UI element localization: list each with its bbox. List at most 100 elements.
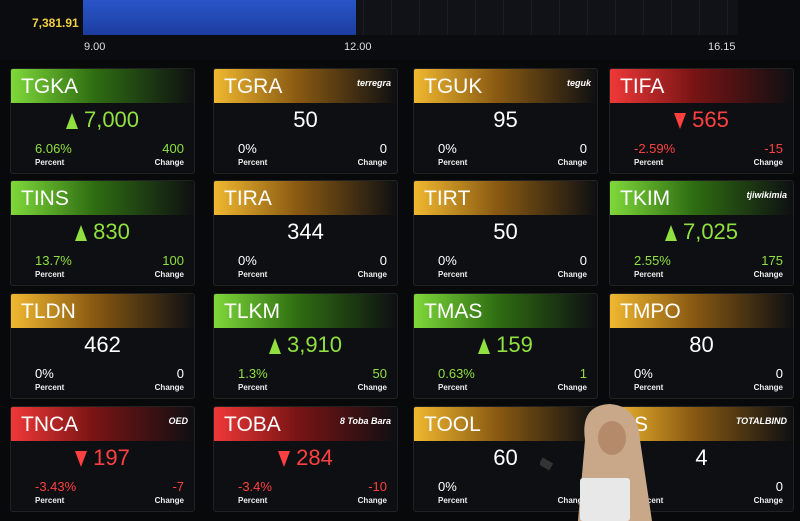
stock-code: TGKA <box>21 75 79 98</box>
percent-label: Percent <box>438 158 468 167</box>
stock-code: TLKM <box>224 300 281 323</box>
down-arrow <box>75 451 88 468</box>
time-label: 16.15 <box>708 41 736 53</box>
stock-tile: TGKA 7,000 6.06% 400 Percent Change <box>10 68 195 174</box>
stock-price: 3,910 <box>214 332 397 358</box>
value-change: 0 <box>579 253 587 268</box>
price-value: 95 <box>493 107 518 132</box>
percent-label: Percent <box>634 158 664 167</box>
stock-price: 344 <box>214 219 397 245</box>
price-value: 462 <box>84 332 121 357</box>
price-value: 284 <box>296 445 333 470</box>
price-value: 80 <box>689 332 714 357</box>
stock-tile: TNCA OED 197 -3.43% -7 Percent Change <box>10 406 195 512</box>
stock-code: TIFA <box>620 75 665 98</box>
value-change: -15 <box>764 141 783 156</box>
company-logo: terregra <box>356 78 391 88</box>
stock-code: TINS <box>21 187 69 210</box>
tile-header <box>610 407 793 441</box>
percent-change: 0% <box>438 141 457 156</box>
stock-code: TIRA <box>224 187 272 210</box>
tile-header <box>414 69 597 103</box>
stock-price: 565 <box>610 107 793 133</box>
price-value: 830 <box>93 219 130 244</box>
tile-header <box>214 181 397 215</box>
stock-tile: TLKM 3,910 1.3% 50 Percent Change <box>213 293 398 399</box>
down-arrow <box>278 451 291 468</box>
percent-change: 0% <box>438 253 457 268</box>
price-value: 7,000 <box>83 107 140 132</box>
stock-tile: TGUK teguk 95 0% 0 Percent Change <box>413 68 598 174</box>
price-value: 50 <box>493 219 518 244</box>
percent-change: -3.4% <box>238 479 272 494</box>
price-value: 344 <box>287 219 324 244</box>
tile-header <box>214 69 397 103</box>
value-change: -7 <box>172 479 184 494</box>
stock-price: 159 <box>414 332 597 358</box>
percent-label: Percent <box>35 270 65 279</box>
index-value: 7,381.91 <box>32 16 79 30</box>
up-arrow <box>268 338 281 355</box>
company-logo: teguk <box>566 78 591 88</box>
company-logo: OED <box>168 416 188 426</box>
percent-label: Percent <box>238 270 268 279</box>
percent-label: Percent <box>35 383 65 392</box>
percent-label: Percent <box>238 383 268 392</box>
change-label: Change <box>154 496 184 505</box>
stock-code: TMPO <box>620 300 681 323</box>
value-change: 400 <box>162 141 184 156</box>
change-label: Change <box>753 383 783 392</box>
value-change: 50 <box>372 366 387 381</box>
tile-header <box>414 407 597 441</box>
change-label: Change <box>154 383 184 392</box>
company-logo: tjiwikimia <box>746 190 787 200</box>
stock-code: TGRA <box>224 75 283 98</box>
stock-tile: TINS 830 13.7% 100 Percent Change <box>10 180 195 286</box>
stock-price: 4 <box>610 445 793 471</box>
percent-change: 0% <box>238 253 257 268</box>
stock-price: 60 <box>414 445 597 471</box>
tile-header <box>214 407 397 441</box>
stock-code: TOBA <box>224 413 281 436</box>
percent-change: 6.06% <box>35 141 72 156</box>
up-arrow <box>65 113 78 130</box>
percent-label: Percent <box>438 496 468 505</box>
tile-header <box>610 181 793 215</box>
stock-tile: TMAS 159 0.63% 1 Percent Change <box>413 293 598 399</box>
change-label: Change <box>753 158 783 167</box>
percent-change: 2.55% <box>634 253 671 268</box>
tile-header <box>610 294 793 328</box>
stock-price: 50 <box>214 107 397 133</box>
value-change: 0 <box>775 479 783 494</box>
stock-price: 830 <box>11 219 194 245</box>
percent-change: -3.43% <box>35 479 77 494</box>
change-label: Change <box>357 158 387 167</box>
price-value: 159 <box>496 332 533 357</box>
percent-label: Percent <box>438 383 468 392</box>
company-logo: TOTALBIND <box>735 416 787 426</box>
change-label: Change <box>557 270 587 279</box>
stock-code: TNCA <box>21 413 79 436</box>
percent-change: 0.63% <box>438 366 475 381</box>
stock-code: TMAS <box>424 300 483 323</box>
chart-area <box>83 0 356 35</box>
up-arrow <box>75 225 88 242</box>
change-label: Change <box>154 270 184 279</box>
change-label: Change <box>557 496 587 505</box>
change-label: Change <box>357 496 387 505</box>
up-arrow <box>664 225 677 242</box>
value-change: 1 <box>579 366 587 381</box>
percent-label: Percent <box>634 383 664 392</box>
value-change: 0 <box>775 366 783 381</box>
stock-tile: TIRT 50 0% 0 Percent Change <box>413 180 598 286</box>
stock-tile: TGRA terregra 50 0% 0 Percent Change <box>213 68 398 174</box>
stock-price: 80 <box>610 332 793 358</box>
price-value: 565 <box>692 107 729 132</box>
price-value: 50 <box>293 107 318 132</box>
stock-tile: TMPO 80 0% 0 Percent Change <box>609 293 794 399</box>
stock-tile: TKIM tjiwikimia 7,025 2.55% 175 Percent Change <box>609 180 794 286</box>
change-label: Change <box>557 383 587 392</box>
value-change: 0 <box>379 141 387 156</box>
value-change: -10 <box>368 479 387 494</box>
value-change: 175 <box>761 253 783 268</box>
